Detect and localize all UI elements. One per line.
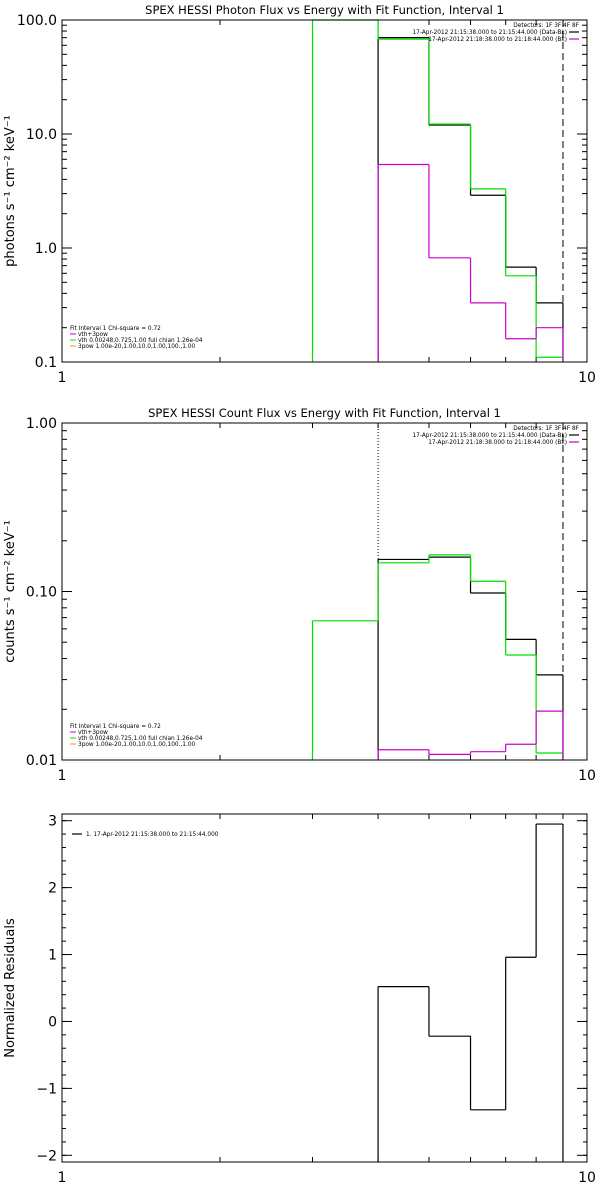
legend-entry: 17-Apr-2012 21:18:38.000 to 21:18:44.000… — [428, 440, 567, 446]
plot-frame — [61, 813, 588, 1163]
legend-fit-info: Fit Interval 1 Chi-square = 0.72 — [70, 326, 161, 332]
legend-fit-info: 3pow 1.00e-20,1.00,10.0,1.00,100.,1.00 — [78, 344, 196, 350]
y-tick-label: 0.1 — [35, 355, 57, 371]
chart-panel-1: SPEX HESSI Photon Flux vs Energy with Fi… — [3, 3, 596, 386]
legend-fit-info: vth+3pow — [78, 332, 108, 338]
chart-title: SPEX HESSI Count Flux vs Energy with Fit… — [148, 406, 501, 420]
x-tick-label: 10 — [578, 1170, 596, 1186]
series-3 — [377, 163, 564, 362]
y-tick-label: −2 — [36, 1148, 57, 1164]
legend-entry: 17-Apr-2012 21:15:38.000 to 21:15:44.000… — [412, 30, 567, 36]
series-1 — [377, 823, 564, 1162]
y-tick-label: −1 — [36, 1081, 57, 1097]
y-tick-label: 0 — [48, 1014, 57, 1030]
legend-fit-info: vth+3pow — [78, 730, 108, 736]
chart-panel-2: SPEX HESSI Count Flux vs Energy with Fit… — [3, 406, 596, 784]
legend-entry: 17-Apr-2012 21:15:38.000 to 21:15:44.000… — [412, 433, 567, 439]
chart-panel-3: Normalized Residuals −2 −1 0 1 2 3 1 10 1. 17-Apr… — [3, 813, 596, 1186]
y-tick-label: 2 — [48, 881, 57, 897]
series-2 — [311, 554, 564, 760]
series-1 — [377, 556, 564, 760]
y-axis-label: Normalized Residuals — [3, 918, 18, 1058]
x-tick-label: 10 — [578, 370, 596, 386]
y-tick-label: 0.01 — [26, 753, 57, 769]
y-tick-label: 100.0 — [17, 13, 57, 29]
legend-fit-info: vth 0.00248,0.725,1.00 full chian 1.26e-… — [78, 338, 203, 344]
y-axis-label: counts s⁻¹ cm⁻² keV⁻¹ — [3, 520, 18, 663]
minor-ticks — [62, 423, 587, 760]
y-axis-label: photons s⁻¹ cm⁻² keV⁻¹ — [3, 115, 18, 267]
series-2 — [311, 19, 564, 362]
legend-entry: 17-Apr-2012 21:18:38.000 to 21:18:44.000… — [428, 37, 567, 43]
x-tick-label: 1 — [58, 370, 67, 386]
y-tick-label: 1.00 — [26, 416, 57, 432]
minor-ticks — [62, 20, 587, 362]
chart-title: SPEX HESSI Photon Flux vs Energy with Fi… — [145, 3, 504, 17]
legend-fit-info: 3pow 1.00e-20,1.00,10.0,1.00,100.,1.00 — [78, 742, 196, 748]
y-tick-label: 1.0 — [35, 241, 57, 257]
y-tick-label: 3 — [48, 814, 57, 830]
y-tick-label: 1 — [48, 948, 57, 964]
x-tick-label: 1 — [58, 768, 67, 784]
plot-frame — [61, 422, 588, 761]
series-3 — [377, 710, 564, 760]
legend-fit-info: vth 0.00248,0.725,1.00 full chian 1.26e-… — [78, 736, 203, 742]
series-1 — [377, 37, 564, 362]
y-tick-label: 10.0 — [26, 127, 57, 143]
x-tick-label: 1 — [58, 1170, 67, 1186]
y-tick-label: 0.10 — [26, 585, 57, 601]
legend-fit-info: Fit Interval 1 Chi-square = 0.72 — [70, 724, 161, 730]
legend-detectors: Detectors: 1F 3F 4F 8F — [513, 426, 579, 432]
plot-frame — [61, 19, 588, 363]
legend-entry: 1. 17-Apr-2012 21:15:38.000 to 21:15:44.… — [86, 832, 219, 838]
x-tick-label: 10 — [578, 768, 596, 784]
minor-ticks — [62, 814, 587, 1162]
legend-detectors: Detectors: 1F 3F 4F 8F — [513, 23, 579, 29]
